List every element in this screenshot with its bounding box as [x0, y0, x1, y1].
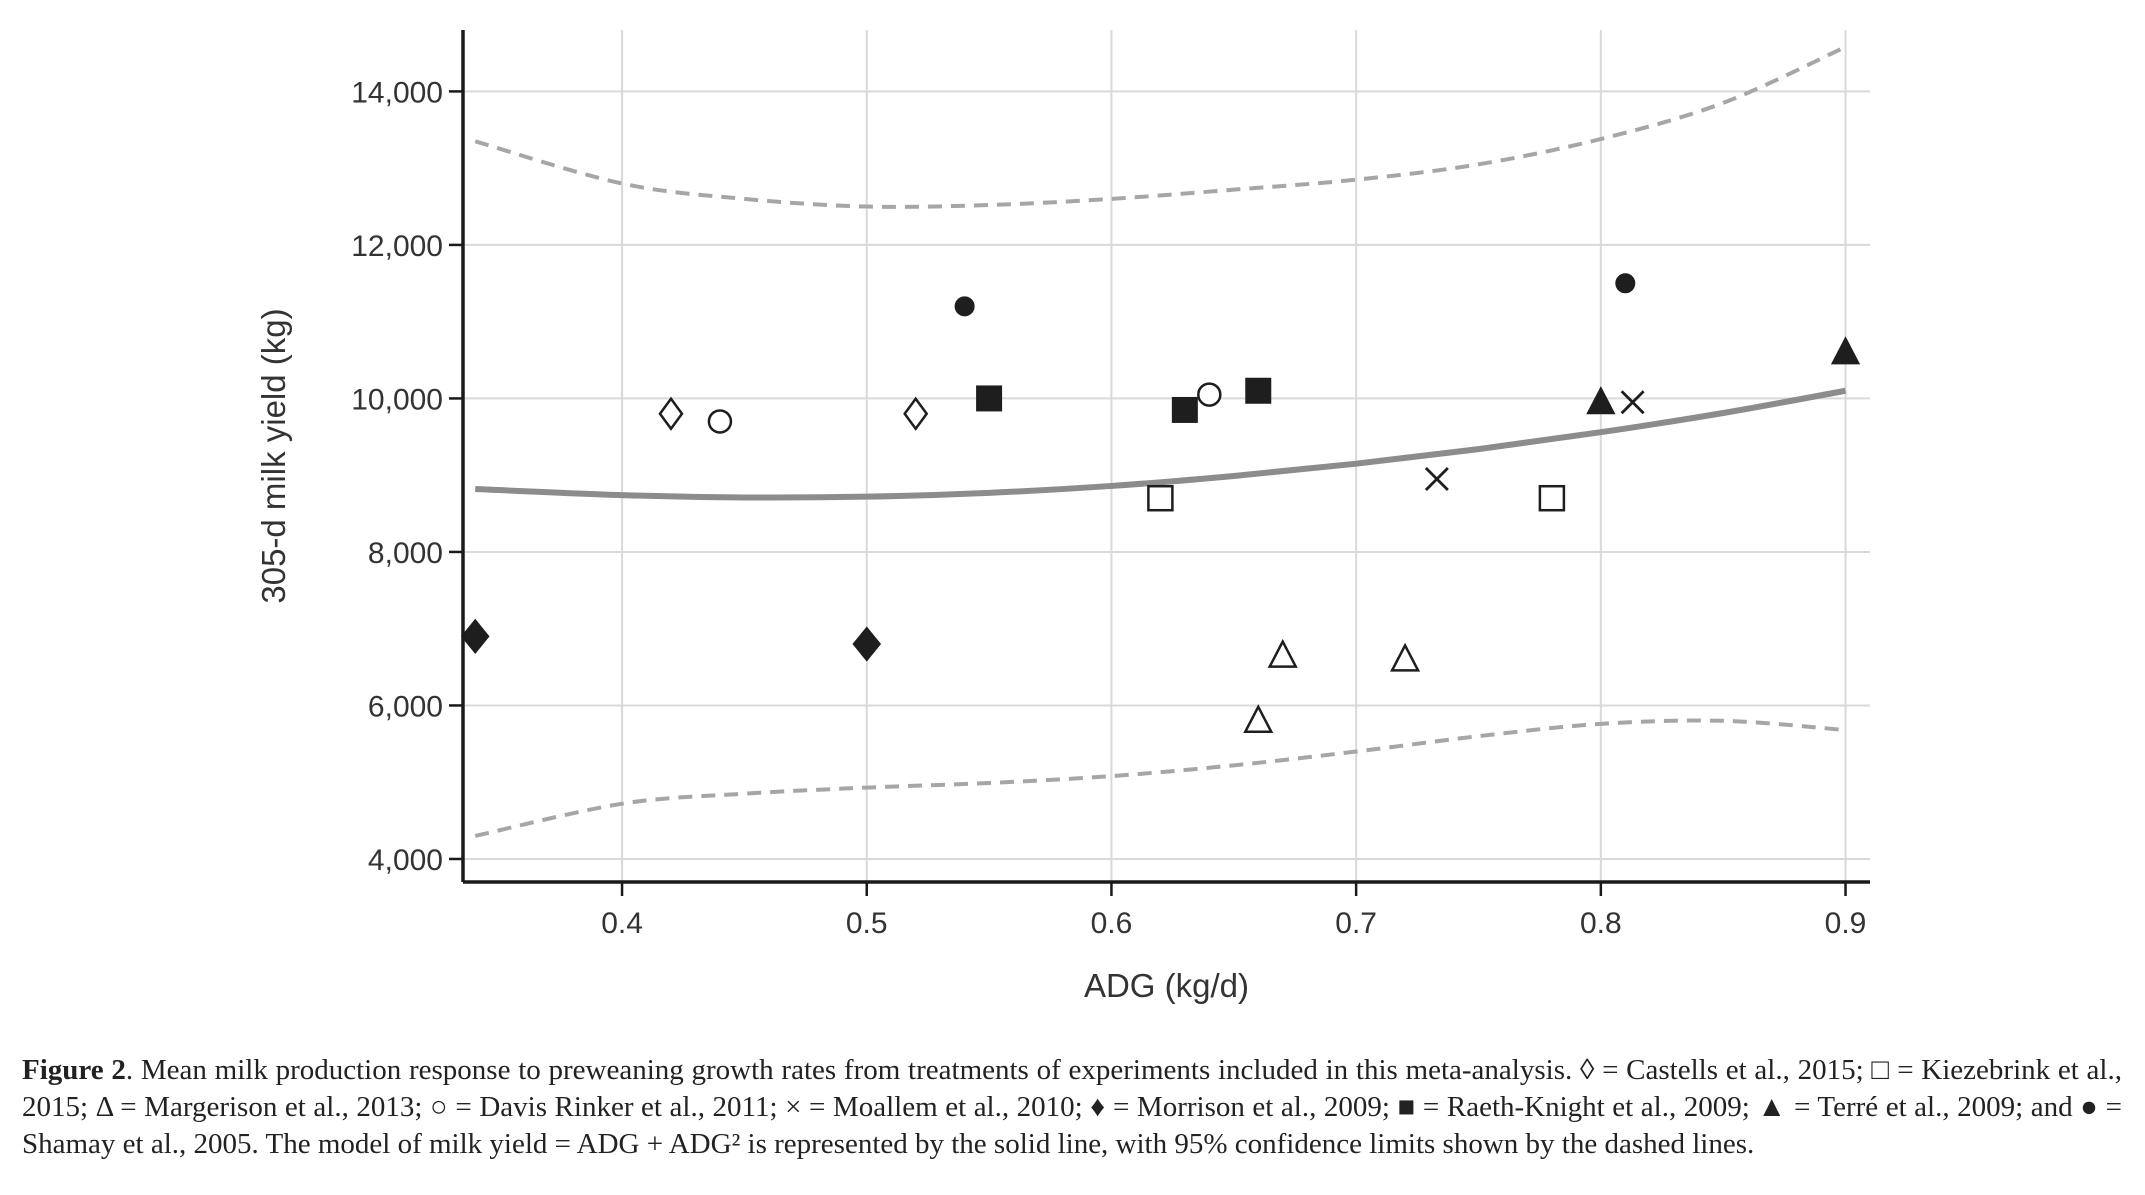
- point-cross-4-1-stroke-b: [1620, 390, 1645, 415]
- model-line: [475, 387, 1847, 501]
- point-diamond-filled-5-1: [852, 626, 882, 662]
- point-square-open-1-0: [1147, 484, 1174, 512]
- model-fit-line: [475, 387, 1847, 501]
- confidence-lines: [474, 45, 1847, 838]
- x-tick-labels: 0.4 0.5 0.6 0.7 0.8 0.9: [601, 882, 1866, 940]
- chart: 4,000 6,000 8,000 10,000 12,000 14,000 0.4 0.5…: [255, 30, 1870, 1004]
- upper-confidence-line: [474, 45, 1847, 209]
- point-cross-4-0-stroke-b: [1424, 467, 1449, 492]
- point-square-open-1-1: [1538, 484, 1566, 512]
- point-cross-4-1: [1620, 390, 1645, 415]
- point-diamond-open-0-0: [658, 396, 684, 431]
- point-circle-filled-8-0: [954, 296, 975, 317]
- point-triangle-open-2-1: [1267, 638, 1298, 668]
- figure-caption: Figure 2. Mean milk production response …: [22, 1052, 2122, 1163]
- x-tick-label-0: 0.4: [601, 907, 643, 940]
- x-axis-title: ADG (kg/d): [1084, 967, 1249, 1004]
- figure-label: Figure 2: [22, 1054, 126, 1086]
- point-diamond-open-0-1: [903, 396, 929, 431]
- point-circle-filled-8-1: [1615, 273, 1636, 294]
- point-triangle-filled-7-0: [1586, 386, 1616, 415]
- x-tick-label-1: 0.5: [846, 907, 888, 940]
- point-cross-4-0: [1424, 467, 1449, 492]
- y-tick-label-4: 12,000: [351, 230, 443, 263]
- y-tick-label-5: 14,000: [351, 76, 443, 109]
- axes: [461, 30, 1870, 884]
- lower-confidence-line: [474, 718, 1846, 838]
- data-points: [460, 273, 1861, 734]
- y-tick-label-0: 4,000: [368, 844, 443, 877]
- y-axis-title: 305-d milk yield (kg): [255, 308, 292, 603]
- x-tick-label-3: 0.7: [1335, 907, 1377, 940]
- point-triangle-filled-7-1: [1830, 336, 1861, 365]
- x-tick-label-2: 0.6: [1091, 907, 1133, 940]
- point-triangle-open-2-0: [1243, 704, 1274, 734]
- caption-text: . Mean milk production response to prewe…: [22, 1054, 2122, 1160]
- y-tick-label-1: 6,000: [368, 690, 443, 723]
- y-tick-label-2: 8,000: [368, 537, 443, 570]
- point-triangle-open-2-2: [1390, 642, 1421, 672]
- x-tick-label-4: 0.8: [1580, 907, 1622, 940]
- y-tick-label-3: 10,000: [351, 383, 443, 416]
- point-circle-open-3-1: [1197, 382, 1222, 407]
- x-tick-label-5: 0.9: [1825, 907, 1867, 940]
- point-square-filled-6-0: [976, 385, 1003, 412]
- grid-lines: [463, 30, 1870, 882]
- point-circle-open-3-0: [707, 409, 733, 434]
- point-square-filled-6-1: [1171, 396, 1198, 423]
- y-tick-labels: 4,000 6,000 8,000 10,000 12,000 14,000: [351, 76, 463, 877]
- point-square-filled-6-2: [1245, 377, 1272, 404]
- point-diamond-filled-5-0: [460, 618, 490, 654]
